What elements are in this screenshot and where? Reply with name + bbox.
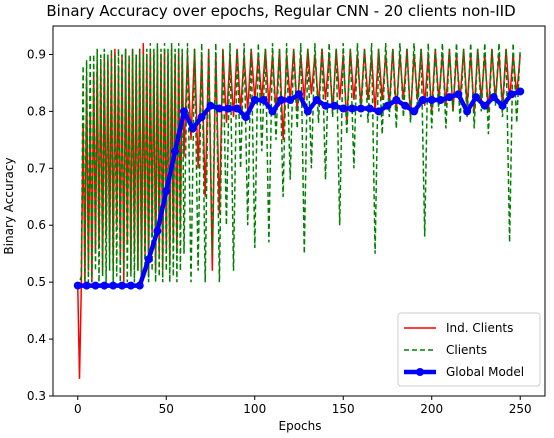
series-point-2-29 [330,101,339,110]
series-point-2-12 [179,107,188,116]
series-point-2-9 [153,226,162,235]
series-point-2-17 [224,104,233,113]
series-point-2-5 [118,281,127,290]
legend-label-0: Ind. Clients [446,321,513,335]
series-point-2-21 [259,96,268,104]
series-point-2-40 [427,96,436,104]
x-tick-label-4: 200 [420,402,443,416]
y-tick-label-6: 0.9 [27,47,46,61]
series-point-2-1 [82,281,91,290]
series-line-1 [77,43,521,289]
series-point-2-8 [144,255,153,264]
series-2 [73,87,525,290]
series-point-2-13 [188,124,197,133]
series-point-2-32 [356,104,365,113]
series-point-2-10 [162,187,171,196]
series-point-2-45 [471,93,480,102]
series-point-2-2 [91,281,100,290]
x-tick-label-5: 250 [509,402,532,416]
plot-area [73,43,525,379]
y-tick-label-2: 0.5 [27,275,46,289]
x-tick-label-1: 50 [159,402,174,416]
plot-frame [52,25,546,397]
series-point-2-35 [383,101,392,110]
legend-box [397,312,541,387]
series-point-2-46 [480,101,489,110]
series-point-2-30 [339,104,348,113]
series-point-2-47 [489,93,498,102]
series-point-2-23 [277,96,286,104]
series-point-2-48 [498,101,507,110]
chart-title: Binary Accuracy over epochs, Regular CNN… [46,2,515,20]
y-tick-label-4: 0.7 [27,161,46,175]
series-point-2-3 [100,281,109,290]
x-tick-label-0: 0 [74,402,82,416]
series-point-2-34 [374,107,383,116]
series-point-2-25 [295,90,303,99]
axes: 0 50 100 150 200 250 0.3 0.4 0.5 0.6 0.7 0.8 0.9 [27,25,546,416]
y-tick-label-0: 0.3 [27,389,46,403]
series-1 [77,43,521,289]
y-axis-title: Binary Accuracy [2,157,16,254]
legend-label-2: Global Model [446,365,524,379]
series-point-2-36 [392,96,401,104]
series-point-2-42 [445,93,454,102]
series-point-2-27 [312,96,321,104]
series-point-2-38 [410,107,419,116]
series-point-2-16 [215,104,224,113]
y-tick-label-3: 0.6 [27,218,46,232]
x-tick-label-2: 100 [243,402,266,416]
x-axis-title: Epochs [279,419,322,433]
x-tick-label-3: 150 [332,402,355,416]
series-point-2-24 [286,96,295,104]
series-point-2-6 [126,281,135,290]
series-point-2-49 [507,90,516,99]
legend: Ind. Clients Clients Global Model [397,312,541,387]
series-point-2-43 [454,90,463,99]
series-point-2-11 [171,147,180,156]
series-point-2-20 [250,96,259,104]
series-point-2-7 [135,281,144,290]
series-point-2-44 [463,107,472,116]
legend-marker-2 [416,368,424,376]
y-tick-label-1: 0.4 [27,332,46,346]
series-point-2-39 [418,96,427,104]
series-point-2-19 [241,113,250,122]
series-point-2-41 [436,96,445,104]
y-tick-label-5: 0.8 [27,104,46,118]
series-point-2-33 [365,104,374,113]
series-point-2-28 [321,101,330,110]
series-point-2-31 [348,104,357,113]
series-point-2-14 [197,113,206,122]
series-point-2-26 [303,107,312,116]
series-point-2-37 [401,101,410,110]
legend-label-1: Clients [446,343,487,357]
series-point-2-4 [109,281,118,290]
series-point-2-0 [73,281,82,290]
series-point-2-15 [206,101,215,110]
series-point-2-18 [233,104,242,113]
series-point-2-50 [516,87,525,96]
series-point-2-22 [268,107,277,116]
